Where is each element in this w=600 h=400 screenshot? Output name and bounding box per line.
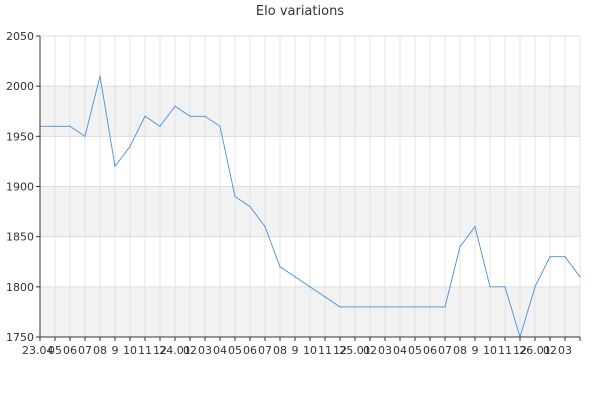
data-point (174, 105, 176, 107)
x-tick-label: 24.01 (159, 344, 191, 357)
data-point (54, 125, 56, 127)
x-tick-label: 11 (318, 344, 332, 357)
x-tick-label: 11 (138, 344, 152, 357)
x-tick-label: 02 (543, 344, 557, 357)
x-tick-label: 05 (408, 344, 422, 357)
data-point (279, 266, 281, 268)
x-tick-label: 07 (438, 344, 452, 357)
x-tick-label: 08 (93, 344, 107, 357)
data-point (294, 276, 296, 278)
x-tick-label: 03 (198, 344, 212, 357)
x-tick-label: 04 (393, 344, 407, 357)
x-tick-label: 12 (153, 344, 167, 357)
data-point (324, 296, 326, 298)
x-tick-label: 10 (123, 344, 137, 357)
data-point (204, 115, 206, 117)
data-point (399, 306, 401, 308)
data-point (429, 306, 431, 308)
data-point (384, 306, 386, 308)
data-point (354, 306, 356, 308)
data-point (219, 125, 221, 127)
data-point (444, 306, 446, 308)
y-tick-labels: 1750 1800 1850 1900 1950 2000 2050 (6, 30, 34, 344)
data-point (309, 286, 311, 288)
data-point (414, 306, 416, 308)
x-tick-label: 10 (303, 344, 317, 357)
x-tick-label: 12 (513, 344, 527, 357)
axes (36, 35, 581, 341)
data-point (459, 246, 461, 248)
x-tick-label: 08 (453, 344, 467, 357)
data-point (474, 226, 476, 228)
x-tick-label: 26.01 (519, 344, 551, 357)
data-point (489, 286, 491, 288)
data-point (69, 125, 71, 127)
x-tick-label: 9 (292, 344, 299, 357)
x-tick-label: 07 (258, 344, 272, 357)
data-point (99, 75, 101, 77)
x-tick-label: 06 (63, 344, 77, 357)
data-point (189, 115, 191, 117)
series-group (39, 75, 581, 339)
data-point (579, 276, 581, 278)
x-tick-label: 9 (112, 344, 119, 357)
x-tick-label: 10 (483, 344, 497, 357)
x-tick-label: 9 (472, 344, 479, 357)
x-tick-label: 07 (78, 344, 92, 357)
data-point (369, 306, 371, 308)
data-point (534, 286, 536, 288)
x-tick-label: 08 (273, 344, 287, 357)
y-tick-label-1850: 1850 (6, 231, 34, 244)
x-tick-label: 05 (48, 344, 62, 357)
data-point (339, 306, 341, 308)
data-point (249, 205, 251, 208)
x-tick-label: 02 (183, 344, 197, 357)
data-point (234, 195, 236, 198)
data-point (84, 135, 86, 137)
x-tick-label: 12 (333, 344, 347, 357)
x-tick-label: 11 (498, 344, 512, 357)
chart-title: Elo variations (255, 4, 345, 19)
data-point (264, 226, 266, 228)
data-point (159, 125, 161, 127)
data-point (504, 286, 506, 288)
x-tick-label: 25.01 (339, 344, 371, 357)
data-point (129, 145, 131, 147)
data-point (144, 115, 146, 117)
y-tick-label-1950: 1950 (6, 130, 34, 143)
x-tick-label: 06 (423, 344, 437, 357)
data-point (564, 256, 566, 258)
data-point (549, 256, 551, 258)
x-tick-label: 04 (213, 344, 227, 357)
y-tick-label-1750: 1750 (6, 331, 34, 344)
y-tick-label-1800: 1800 (6, 281, 34, 294)
x-tick-label: 23.04 (22, 344, 54, 357)
x-tick-label: 03 (378, 344, 392, 357)
x-tick-label: 05 (228, 344, 242, 357)
y-tick-label-2050: 2050 (6, 30, 34, 43)
x-tick-label: 06 (243, 344, 257, 357)
y-tick-label-2000: 2000 (6, 80, 34, 93)
data-point (114, 165, 116, 168)
x-tick-label: 03 (558, 344, 572, 357)
x-tick-label: 02 (363, 344, 377, 357)
y-tick-label-1900: 1900 (6, 181, 34, 194)
